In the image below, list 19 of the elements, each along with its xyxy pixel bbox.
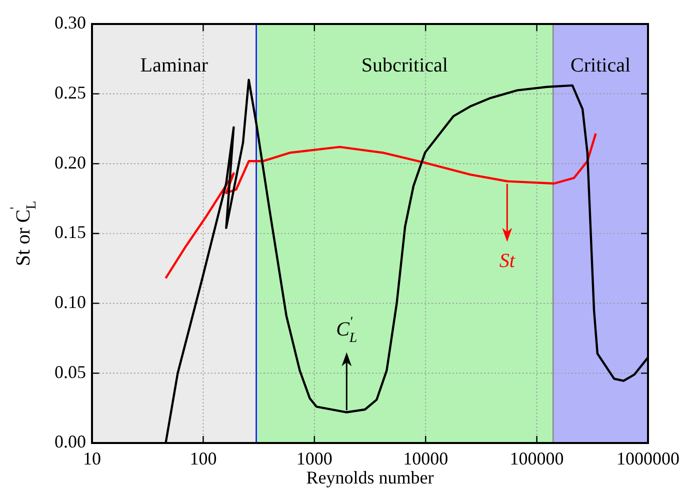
x-tick-label: 100: [190, 448, 217, 469]
y-tick-label: 0.20: [54, 152, 86, 172]
y-tick-label: 0.00: [54, 432, 86, 452]
x-tick-label: 100000: [510, 448, 564, 469]
y-tick-label: 0.25: [54, 82, 86, 103]
y-axis-title: St or CL': [8, 200, 40, 266]
x-tick-label: 1000: [296, 448, 332, 469]
y-tick-label: 0.30: [54, 12, 86, 33]
y-tick-label: 0.15: [54, 222, 86, 242]
x-axis-title: Reynolds number: [306, 468, 434, 488]
annotation: St: [499, 250, 516, 272]
x-tick-label: 1000000: [616, 448, 680, 469]
x-tick-label: 10000: [403, 448, 448, 469]
band-label: Laminar: [140, 54, 208, 76]
band-label: Subcritical: [361, 54, 448, 76]
y-tick-label: 0.10: [54, 292, 86, 312]
x-tick-label: 10: [83, 448, 101, 469]
y-tick-label: 0.05: [54, 362, 86, 382]
band-label: Critical: [570, 54, 631, 76]
